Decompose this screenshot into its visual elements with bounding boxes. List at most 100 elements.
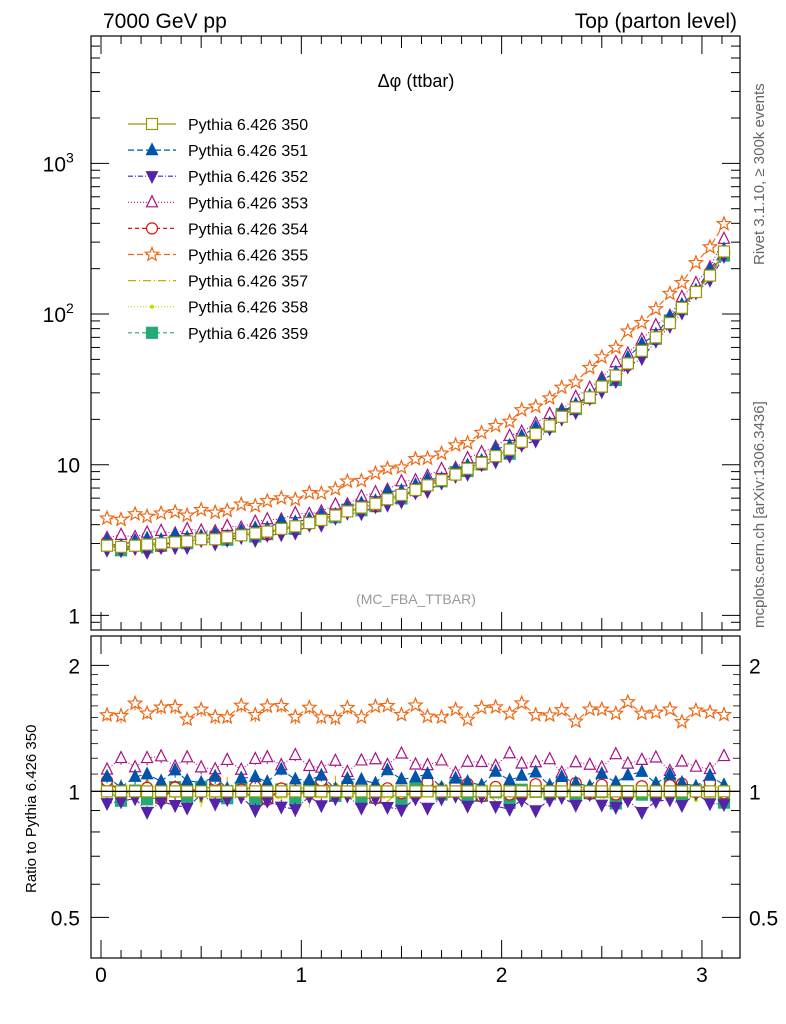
- ratio-point-1: [409, 769, 422, 783]
- ratio-point-3: [368, 751, 382, 765]
- ratio-xtick-label: 2: [496, 964, 508, 987]
- ratio-point-1: [128, 768, 142, 782]
- upper-line-1: [106, 248, 725, 546]
- upper-point-5: [527, 397, 544, 414]
- upper-point-0: [663, 317, 676, 330]
- ratio-point-2: [569, 799, 583, 813]
- ratio-panel: 0.5 0.5 1 1 2 2 0 1 2 3: [51, 635, 778, 987]
- upper-point-0: [543, 419, 556, 432]
- upper-point-5: [138, 507, 156, 524]
- ratio-point-2: [489, 801, 503, 815]
- upper-point-0: [635, 344, 648, 357]
- ratio-point-5: [459, 710, 476, 727]
- ratio-point-1: [595, 765, 609, 779]
- upper-point-0: [209, 533, 222, 546]
- upper-point-5: [367, 464, 384, 481]
- ratio-point-2: [675, 800, 689, 814]
- ratio-point-3: [635, 752, 649, 765]
- ratio-point-1: [354, 771, 368, 785]
- ratio-point-1: [503, 772, 517, 786]
- ratio-point-1: [489, 763, 503, 777]
- legend-marker: [150, 304, 154, 309]
- ratio-point-3: [248, 751, 262, 765]
- upper-point-0: [529, 427, 542, 441]
- legend-marker: [145, 171, 159, 185]
- ratio-point-5: [407, 696, 424, 713]
- ratio-point-2: [274, 801, 288, 815]
- upper-point-0: [289, 520, 302, 533]
- ratio-point-1: [288, 771, 302, 785]
- ratio-point-1: [100, 768, 114, 782]
- upper-point-5: [393, 458, 410, 475]
- ratio-point-1: [529, 764, 543, 778]
- upper-point-0: [675, 301, 689, 314]
- ratio-point-2: [635, 807, 649, 820]
- ratio-point-2: [717, 799, 731, 813]
- mcplots-label: mcplots.cern.ch [arXiv:1306.3436]: [751, 401, 768, 628]
- ratio-point-1: [621, 767, 635, 781]
- ratio-point-2: [461, 800, 475, 814]
- ratio-point-3: [689, 758, 703, 772]
- upper-ytick-sup: 2: [66, 300, 74, 316]
- upper-point-0: [140, 538, 154, 551]
- upper-point-5: [206, 503, 224, 520]
- ratio-point-3: [515, 755, 529, 769]
- ratio-point-1: [449, 770, 463, 784]
- ratio-point-1: [380, 762, 394, 776]
- ratio-ytick-label-left: 0.5: [51, 907, 80, 930]
- ratio-point-5: [661, 700, 679, 717]
- upper-point-5: [593, 348, 611, 365]
- legend-label: Pythia 6.426 351: [188, 143, 308, 160]
- ratio-point-5: [192, 700, 210, 717]
- ratio-point-2: [168, 800, 182, 813]
- ratio-point-5: [327, 709, 344, 725]
- ratio-point-5: [273, 697, 290, 713]
- ratio-point-5: [433, 708, 450, 725]
- ratio-point-5: [313, 708, 330, 725]
- upper-point-0: [100, 539, 114, 552]
- ratio-point-2: [595, 799, 609, 813]
- upper-point-5: [313, 484, 330, 501]
- upper-point-0: [717, 245, 731, 258]
- ratio-point-1: [421, 766, 434, 779]
- header-left: 7000 GeV pp: [103, 10, 227, 33]
- ratio-point-2: [529, 805, 543, 819]
- ratio-ytick-label-right: 0.5: [749, 907, 778, 930]
- ratio-point-3: [475, 754, 489, 768]
- ratio-point-3: [194, 759, 208, 773]
- ratio-point-5: [112, 707, 130, 723]
- ratio-point-2: [649, 796, 663, 810]
- ratio-point-5: [353, 708, 370, 725]
- ratio-point-3: [675, 753, 689, 767]
- legend-label: Pythia 6.426 353: [188, 195, 308, 212]
- ratio-point-2: [621, 795, 635, 809]
- upper-point-0: [315, 513, 328, 527]
- ratio-ytick-label-right: 2: [749, 655, 761, 678]
- upper-point-0: [249, 527, 262, 540]
- upper-point-5: [152, 504, 170, 521]
- legend-label: Pythia 6.426 357: [188, 274, 308, 291]
- legend-label: Pythia 6.426 352: [188, 169, 308, 186]
- upper-line-6: [106, 249, 725, 549]
- upper-point-0: [515, 435, 528, 448]
- upper-point-5: [513, 401, 530, 418]
- ratio-point-5: [98, 706, 116, 723]
- ratio-point-2: [208, 798, 222, 812]
- upper-point-5: [339, 472, 356, 489]
- upper-point-5: [433, 444, 450, 461]
- ratio-point-2: [395, 804, 408, 818]
- ratio-point-3: [140, 750, 154, 764]
- ratio-point-3: [260, 749, 274, 763]
- ratio-point-3: [569, 754, 583, 768]
- ratio-ytick-label-right: 1: [749, 781, 761, 804]
- upper-point-0: [355, 501, 368, 514]
- ratio-point-5: [513, 694, 530, 711]
- ratio-point-5: [541, 706, 558, 723]
- ratio-point-3: [154, 748, 168, 762]
- ratio-point-1: [609, 774, 623, 788]
- upper-point-5: [501, 412, 518, 429]
- upper-point-0: [595, 380, 608, 393]
- upper-point-0: [195, 533, 208, 546]
- ratio-point-5: [218, 708, 236, 725]
